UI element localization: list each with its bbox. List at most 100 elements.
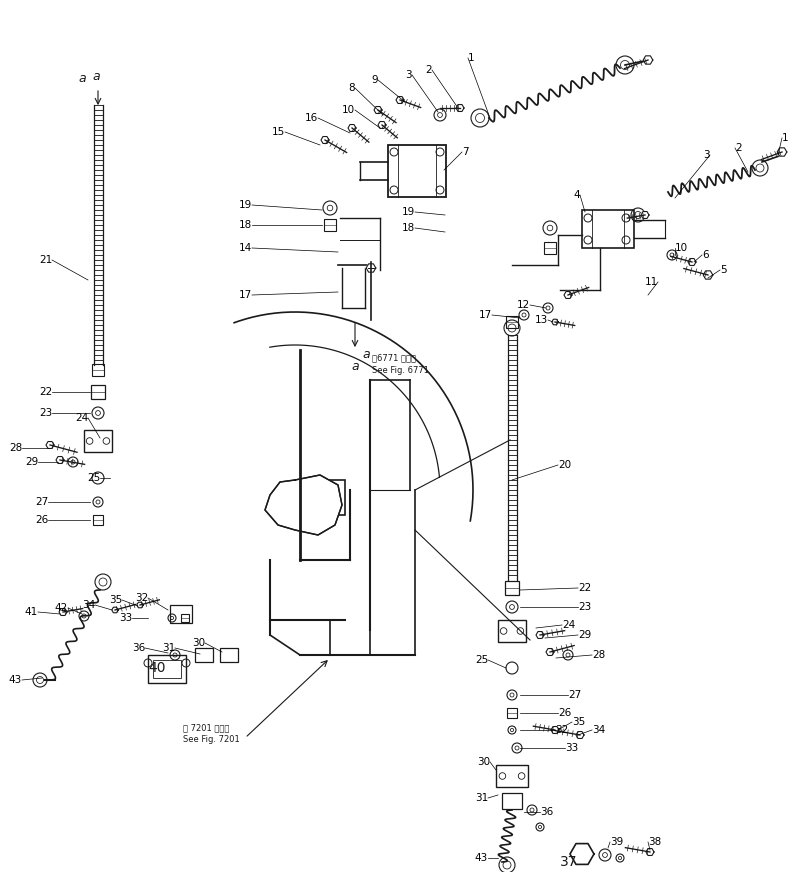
Text: a: a <box>78 72 85 85</box>
Text: 25: 25 <box>87 473 100 483</box>
Text: 32: 32 <box>134 593 148 603</box>
Text: 36: 36 <box>132 643 145 653</box>
Text: 2: 2 <box>426 65 432 75</box>
Bar <box>153 660 181 678</box>
Bar <box>84 430 112 452</box>
Text: 3: 3 <box>703 150 710 160</box>
Text: 21: 21 <box>39 255 52 265</box>
Text: 25: 25 <box>475 655 488 665</box>
Text: a: a <box>362 348 369 361</box>
Text: 29: 29 <box>25 457 38 467</box>
Text: 17: 17 <box>479 310 492 320</box>
Text: 32: 32 <box>555 725 568 735</box>
Polygon shape <box>348 125 356 132</box>
Polygon shape <box>56 457 64 463</box>
Text: 41: 41 <box>25 607 38 617</box>
Text: 18: 18 <box>239 220 252 230</box>
Polygon shape <box>46 441 54 448</box>
Polygon shape <box>546 649 554 656</box>
Text: 15: 15 <box>272 127 285 137</box>
Polygon shape <box>778 148 787 156</box>
Text: 1: 1 <box>468 53 475 63</box>
Text: 17: 17 <box>239 290 252 300</box>
Text: 12: 12 <box>517 300 530 310</box>
Text: 第 7201 図参照: 第 7201 図参照 <box>183 723 229 732</box>
Text: 30: 30 <box>477 757 490 767</box>
Polygon shape <box>576 732 584 739</box>
Text: 18: 18 <box>402 223 415 233</box>
Polygon shape <box>374 106 382 113</box>
Text: See Fig. 6771: See Fig. 6771 <box>372 365 429 374</box>
Text: 2: 2 <box>735 143 742 153</box>
Text: 3: 3 <box>405 70 412 80</box>
Text: 23: 23 <box>578 602 591 612</box>
Polygon shape <box>646 848 654 855</box>
Text: 35: 35 <box>108 595 122 605</box>
Polygon shape <box>265 475 342 535</box>
Text: 35: 35 <box>572 717 585 727</box>
Bar <box>388 145 446 197</box>
Text: 40: 40 <box>148 661 165 675</box>
Bar <box>305 480 345 515</box>
Bar <box>148 655 186 683</box>
Polygon shape <box>641 212 649 219</box>
Text: 20: 20 <box>558 460 571 470</box>
Bar <box>195 648 213 662</box>
Text: 22: 22 <box>39 387 52 397</box>
Polygon shape <box>536 631 544 638</box>
Text: 31: 31 <box>161 643 175 653</box>
Text: 5: 5 <box>720 265 727 275</box>
Polygon shape <box>396 97 404 104</box>
Text: 24: 24 <box>562 620 575 630</box>
Text: 6: 6 <box>702 250 709 260</box>
Text: a: a <box>351 360 359 373</box>
Bar <box>496 765 528 787</box>
Text: 31: 31 <box>475 793 488 803</box>
Bar <box>582 210 634 248</box>
Text: 1: 1 <box>782 133 789 143</box>
Polygon shape <box>137 603 143 608</box>
Bar <box>170 605 192 623</box>
Text: 37: 37 <box>560 855 577 869</box>
Polygon shape <box>643 56 653 65</box>
Text: 33: 33 <box>119 613 132 623</box>
Text: 19: 19 <box>402 207 415 217</box>
Text: 26: 26 <box>558 708 571 718</box>
Bar <box>502 793 522 809</box>
Text: 9: 9 <box>372 75 378 85</box>
Text: 24: 24 <box>75 413 88 423</box>
Text: 26: 26 <box>35 515 48 525</box>
Text: 16: 16 <box>305 113 318 123</box>
Polygon shape <box>552 319 558 324</box>
Text: 14: 14 <box>239 243 252 253</box>
Text: 39: 39 <box>610 837 623 847</box>
Text: 28: 28 <box>9 443 22 453</box>
Text: 13: 13 <box>535 315 548 325</box>
Polygon shape <box>551 726 559 733</box>
Text: 34: 34 <box>81 600 95 610</box>
Polygon shape <box>456 105 464 112</box>
Text: 23: 23 <box>39 408 52 418</box>
Text: 43: 43 <box>475 853 488 863</box>
Text: 27: 27 <box>35 497 48 507</box>
Polygon shape <box>688 258 696 265</box>
Text: 38: 38 <box>648 837 661 847</box>
Text: 28: 28 <box>592 650 605 660</box>
Text: 4: 4 <box>573 190 580 200</box>
Text: 43: 43 <box>9 675 22 685</box>
Polygon shape <box>564 291 572 298</box>
Text: See Fig. 7201: See Fig. 7201 <box>183 735 240 744</box>
Bar <box>498 620 526 642</box>
Text: 19: 19 <box>239 200 252 210</box>
Text: 10: 10 <box>675 243 688 253</box>
Text: 7: 7 <box>462 147 468 157</box>
Polygon shape <box>321 137 329 144</box>
Text: 27: 27 <box>568 690 581 700</box>
Bar <box>220 648 238 662</box>
Text: 33: 33 <box>565 743 578 753</box>
Text: 第6771 図参照: 第6771 図参照 <box>372 353 416 363</box>
Text: 30: 30 <box>192 638 205 648</box>
Polygon shape <box>703 271 713 279</box>
Polygon shape <box>112 607 118 613</box>
Polygon shape <box>570 843 594 864</box>
